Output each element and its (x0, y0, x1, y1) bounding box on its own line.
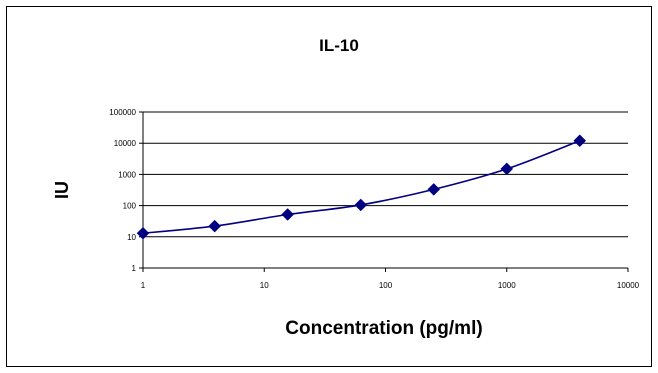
chart-frame (6, 6, 652, 367)
y-axis-title: IU (52, 181, 72, 199)
data-point-marker (427, 183, 441, 196)
x-tick-labels: 1 10 100 1000 10000 (141, 281, 640, 290)
x-tick-label: 1000 (498, 281, 516, 290)
data-point-marker (281, 208, 295, 221)
data-point-marker (500, 162, 514, 176)
y-tick-label: 100 (123, 202, 137, 211)
x-axis-title: Concentration (pg/ml) (285, 318, 482, 339)
y-tick-label: 10 (127, 233, 136, 242)
data-point-marker (354, 198, 368, 212)
gridlines (143, 111, 628, 238)
x-tick-label: 10 (260, 281, 269, 290)
series-curve (142, 139, 580, 234)
data-points (136, 134, 587, 240)
x-tick-label: 10000 (617, 281, 640, 290)
chart-title: IL-10 (319, 36, 359, 55)
x-tick-label: 100 (379, 281, 393, 290)
data-point-marker (573, 134, 587, 148)
y-tick-label: 100000 (109, 108, 136, 117)
data-point-marker (208, 219, 222, 233)
data-point-marker (136, 226, 150, 240)
y-tick-label: 1 (132, 264, 137, 273)
y-tick-labels: 1 10 100 1000 10000 100000 (109, 108, 136, 273)
axes (139, 111, 629, 272)
y-tick-label: 1000 (118, 170, 136, 179)
y-tick-label: 10000 (114, 139, 137, 148)
x-tick-label: 1 (141, 281, 146, 290)
